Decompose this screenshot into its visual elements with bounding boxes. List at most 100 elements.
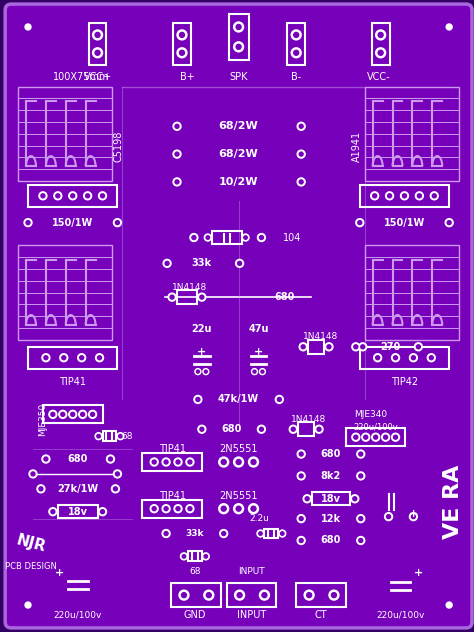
Text: 33k: 33k: [186, 529, 204, 538]
Circle shape: [113, 487, 118, 491]
Circle shape: [388, 194, 392, 198]
Circle shape: [60, 354, 68, 362]
Circle shape: [204, 590, 214, 600]
Circle shape: [376, 48, 386, 58]
Circle shape: [378, 32, 383, 37]
Circle shape: [315, 425, 323, 433]
Circle shape: [181, 553, 187, 560]
Circle shape: [357, 537, 365, 544]
Bar: [227, 583, 276, 607]
Text: MJE340: MJE340: [354, 410, 387, 419]
Circle shape: [327, 345, 331, 349]
Text: 680: 680: [274, 292, 294, 302]
Circle shape: [236, 459, 241, 465]
Text: C5198: C5198: [113, 130, 123, 162]
Circle shape: [259, 368, 265, 375]
Circle shape: [372, 433, 380, 441]
Circle shape: [173, 123, 181, 130]
Circle shape: [259, 532, 262, 535]
Bar: [171, 583, 221, 607]
Circle shape: [329, 590, 339, 600]
Circle shape: [78, 354, 86, 362]
Circle shape: [198, 293, 206, 301]
Circle shape: [393, 356, 398, 360]
Circle shape: [374, 435, 378, 439]
Text: TIP41: TIP41: [158, 444, 185, 454]
Text: 68/2W: 68/2W: [219, 121, 258, 131]
Circle shape: [165, 262, 169, 265]
Circle shape: [393, 435, 398, 439]
Circle shape: [371, 192, 379, 200]
Circle shape: [204, 370, 207, 373]
Circle shape: [299, 474, 303, 478]
Circle shape: [206, 593, 211, 598]
Circle shape: [359, 474, 363, 478]
Circle shape: [376, 356, 380, 360]
Circle shape: [237, 593, 242, 598]
Text: 68/2W: 68/2W: [219, 149, 258, 159]
Circle shape: [80, 356, 83, 360]
Circle shape: [44, 356, 48, 360]
Circle shape: [432, 194, 436, 198]
Circle shape: [248, 457, 258, 467]
Circle shape: [31, 472, 35, 476]
Circle shape: [374, 354, 382, 362]
Circle shape: [69, 192, 77, 200]
Circle shape: [202, 553, 210, 560]
Circle shape: [303, 495, 311, 502]
FancyBboxPatch shape: [5, 4, 472, 628]
Circle shape: [430, 192, 438, 200]
Circle shape: [297, 537, 305, 544]
Bar: [142, 453, 202, 471]
Circle shape: [234, 22, 244, 32]
Circle shape: [373, 194, 377, 198]
Bar: [173, 23, 191, 64]
Circle shape: [100, 509, 104, 514]
Circle shape: [37, 485, 45, 493]
Circle shape: [176, 460, 180, 464]
Circle shape: [69, 410, 77, 418]
Circle shape: [383, 435, 388, 439]
Circle shape: [418, 194, 421, 198]
Circle shape: [175, 125, 179, 128]
Circle shape: [41, 194, 45, 198]
Circle shape: [162, 505, 170, 513]
Circle shape: [89, 410, 97, 418]
Circle shape: [376, 30, 386, 40]
Bar: [296, 583, 346, 607]
Circle shape: [186, 458, 194, 466]
Circle shape: [354, 435, 358, 439]
Circle shape: [71, 412, 75, 416]
Bar: [28, 185, 118, 207]
Circle shape: [251, 506, 256, 511]
Text: +: +: [55, 568, 64, 578]
Circle shape: [164, 507, 168, 511]
Circle shape: [194, 396, 202, 403]
Circle shape: [299, 452, 303, 456]
Circle shape: [429, 356, 433, 360]
Circle shape: [162, 458, 170, 466]
Bar: [312, 492, 350, 505]
Circle shape: [95, 433, 102, 440]
Circle shape: [362, 433, 370, 441]
Text: MJE350: MJE350: [38, 403, 47, 436]
Circle shape: [291, 48, 301, 58]
Circle shape: [116, 472, 119, 476]
Circle shape: [234, 504, 244, 514]
Circle shape: [92, 48, 102, 58]
Circle shape: [39, 487, 43, 491]
Circle shape: [196, 398, 200, 401]
Circle shape: [351, 495, 359, 502]
Text: 2N5551: 2N5551: [219, 491, 258, 501]
Circle shape: [251, 459, 256, 465]
Circle shape: [275, 396, 283, 403]
Circle shape: [411, 356, 415, 360]
Circle shape: [307, 593, 311, 598]
Circle shape: [152, 507, 156, 511]
Circle shape: [299, 180, 303, 184]
Text: VCC-: VCC-: [367, 71, 391, 82]
Text: INPUT: INPUT: [238, 567, 265, 576]
Circle shape: [173, 178, 181, 186]
Circle shape: [299, 125, 303, 128]
Circle shape: [44, 457, 48, 461]
